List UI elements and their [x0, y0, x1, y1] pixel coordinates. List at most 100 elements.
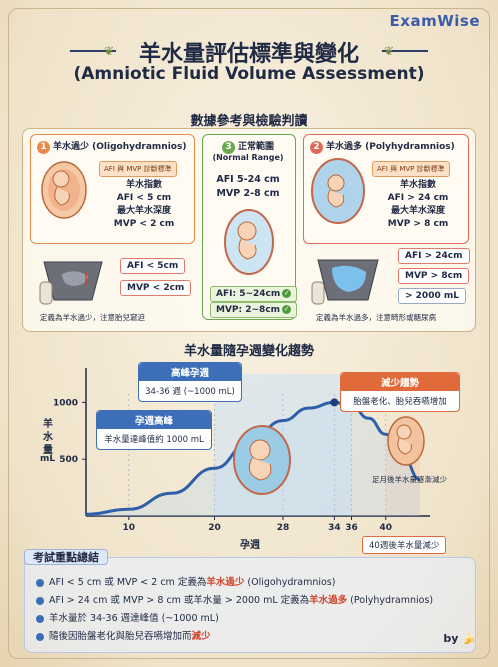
oligo-afi-pill: AFI < 5cm	[120, 258, 186, 274]
leaf-icon: ❦	[384, 44, 395, 58]
summary-highlight: 減少	[191, 631, 211, 642]
y-axis-label: 羊水量	[43, 419, 53, 456]
x-tick-label: 28	[277, 523, 290, 533]
summary-item: AFI < 5 cm 或 MVP < 2 cm 定義為羊水過少 (Oligohy…	[36, 574, 335, 588]
bullet-icon	[36, 614, 44, 623]
poly-criteria-line: AFI > 24 cm	[387, 193, 449, 203]
oligo-criteria-line: AFI < 5 cm	[116, 193, 172, 203]
normal-values: AFI 5-24 cm MVP 2-8 cm	[203, 173, 293, 201]
poly-footnote: 定義為羊水過多，注意畸形或糖尿病	[316, 313, 436, 322]
poly-afi-pill: AFI > 24cm	[398, 248, 470, 264]
peak-week-callout: 高峰孕週 34-36 週 (~1000 mL)	[138, 362, 242, 402]
decline-title: 減少趨勢	[341, 373, 459, 391]
oligo-criteria: 羊水指數 AFI < 5 cm 最大羊水深度 MVP < 2 cm	[97, 179, 191, 231]
byline: by 🍌	[443, 632, 476, 645]
poly-criteria-line: 最大羊水深度	[390, 206, 445, 216]
fetus-small-sac-icon	[41, 161, 87, 219]
x-tick-label: 34	[328, 523, 341, 533]
normal-heading: 3 正常範圍	[203, 139, 293, 154]
summary-text: 羊水量於 34-36 週達峰值 (~1000 mL)	[49, 613, 219, 624]
decline-text: 胎盤老化、胎兒吞嚥增加	[341, 391, 459, 411]
peak-week-text: 34-36 週 (~1000 mL)	[139, 381, 241, 401]
bullet-icon	[36, 596, 44, 605]
oligo-number: 1	[37, 141, 50, 154]
summary-highlight: 羊水過多	[309, 595, 348, 606]
oligo-criteria-tag: AFI 與 MVP 診斷標準	[99, 161, 177, 177]
poly-criteria-line: 羊水指數	[399, 180, 436, 190]
oligo-criteria-line: 羊水指數	[125, 180, 162, 190]
week40-note: 40週後羊水量減少	[362, 536, 447, 554]
ultrasound-probe-icon	[39, 261, 103, 305]
summary-item: 羊水量於 34-36 週達峰值 (~1000 mL)	[36, 610, 219, 624]
summary-text: AFI > 24 cm 或 MVP > 8 cm 或羊水量 > 2000 mL …	[49, 595, 310, 606]
oligo-footnote: 定義為羊水過少，注意胎兒窘迫	[40, 313, 145, 322]
poly-criteria-line: MVP > 8 cm	[387, 219, 449, 229]
poly-mvp-pill: MVP > 8cm	[398, 268, 470, 284]
summary-text: (Polyhydramnios)	[347, 595, 434, 606]
normal-number: 3	[221, 141, 235, 154]
poly-criteria-tag: AFI 與 MVP 診斷標準	[372, 161, 450, 177]
fetus-normal-sac-icon	[224, 209, 274, 275]
post-term-note: 足月後羊水量逐漸減少	[372, 475, 447, 484]
section-title-reference: 數據參考與檢驗判讀	[190, 114, 308, 129]
late-peak-callout: 孕週高峰 羊水量達峰值約 1000 mL	[96, 410, 212, 450]
ultrasound-probe-icon	[311, 259, 379, 305]
fetus-large-sac-icon	[311, 158, 365, 224]
poly-volume-pill: > 2000 mL	[398, 288, 466, 304]
y-tick-label: 500	[59, 455, 78, 465]
normal-mvp-pill: MVP: 2~8cm ✓	[210, 302, 298, 318]
oligo-criteria-line: 最大羊水深度	[116, 206, 171, 216]
oligo-criteria-line: MVP < 2 cm	[113, 219, 175, 229]
amniotic-volume-line	[85, 400, 421, 516]
page-title: 羊水量評估標準與變化	[138, 42, 359, 67]
summary-item: 隨後因胎盤老化與胎兒吞嚥增加而減少	[36, 628, 211, 642]
late-peak-title: 孕週高峰	[97, 411, 211, 429]
fetus-late-icon	[387, 416, 425, 466]
page-subtitle: (Amniotic Fluid Volume Assessment)	[73, 64, 425, 84]
title-rule-right	[382, 50, 428, 52]
frame	[8, 8, 490, 659]
normal-heading-text: 正常範圍	[237, 142, 274, 152]
oligo-mvp-pill: MVP < 2cm	[120, 280, 192, 296]
y-tick-label: 1000	[53, 398, 78, 408]
normal-afi-pill-text: AFI: 5~24cm	[216, 289, 281, 299]
x-tick-label: 36	[345, 523, 358, 533]
poly-number: 2	[310, 141, 323, 154]
x-tick-label: 20	[208, 523, 221, 533]
normal-afi-value: AFI 5-24 cm	[216, 174, 280, 185]
poly-heading: 2 羊水過多 (Polyhydramnios)	[310, 139, 455, 154]
summary-text: AFI < 5 cm 或 MVP < 2 cm 定義為	[49, 577, 207, 588]
summary-text: (Oligohydramnios)	[244, 577, 336, 588]
leaf-icon: ❦	[104, 44, 115, 58]
poly-heading-text: 羊水過多 (Polyhydramnios)	[326, 142, 455, 152]
summary-highlight: 羊水過少	[206, 577, 245, 588]
normal-mvp-pill-text: MVP: 2~8cm	[216, 305, 281, 315]
section-title-trend: 羊水量隨孕週變化趨勢	[183, 344, 314, 359]
summary-title: 考試重點總結	[24, 549, 108, 565]
check-icon: ✓	[282, 289, 292, 298]
oligo-card: 1 羊水過少 (Oligohydramnios) AFI 與 MVP 診斷標準 羊…	[30, 134, 195, 244]
check-icon: ✓	[282, 305, 292, 314]
byline-text: by	[443, 632, 459, 645]
normal-mvp-value: MVP 2-8 cm	[216, 188, 280, 199]
x-tick-label: 40	[379, 523, 392, 533]
decline-callout: 減少趨勢 胎盤老化、胎兒吞嚥增加	[340, 372, 460, 412]
bullet-icon	[36, 632, 44, 641]
normal-subheading: (Normal Range)	[212, 153, 284, 162]
y-axis-unit: mL	[40, 454, 56, 464]
summary-item: AFI > 24 cm 或 MVP > 8 cm 或羊水量 > 2000 mL …	[36, 592, 433, 606]
banana-icon: 🍌	[462, 632, 476, 645]
late-peak-text: 羊水量達峰值約 1000 mL	[97, 429, 211, 449]
x-axis-label: 孕週	[240, 540, 260, 551]
brand-logo: ExamWise	[389, 12, 480, 30]
fetus-peak-icon	[233, 425, 291, 495]
peak-week-title: 高峰孕週	[139, 363, 241, 381]
x-tick-label: 10	[123, 523, 136, 533]
bullet-icon	[36, 578, 44, 587]
poly-criteria: 羊水指數 AFI > 24 cm 最大羊水深度 MVP > 8 cm	[370, 179, 466, 231]
oligo-heading: 1 羊水過少 (Oligohydramnios)	[37, 139, 186, 154]
summary-box	[24, 557, 476, 653]
normal-afi-pill: AFI: 5~24cm ✓	[210, 286, 298, 302]
poly-card: 2 羊水過多 (Polyhydramnios) AFI 與 MVP 診斷標準 羊水…	[303, 134, 469, 244]
